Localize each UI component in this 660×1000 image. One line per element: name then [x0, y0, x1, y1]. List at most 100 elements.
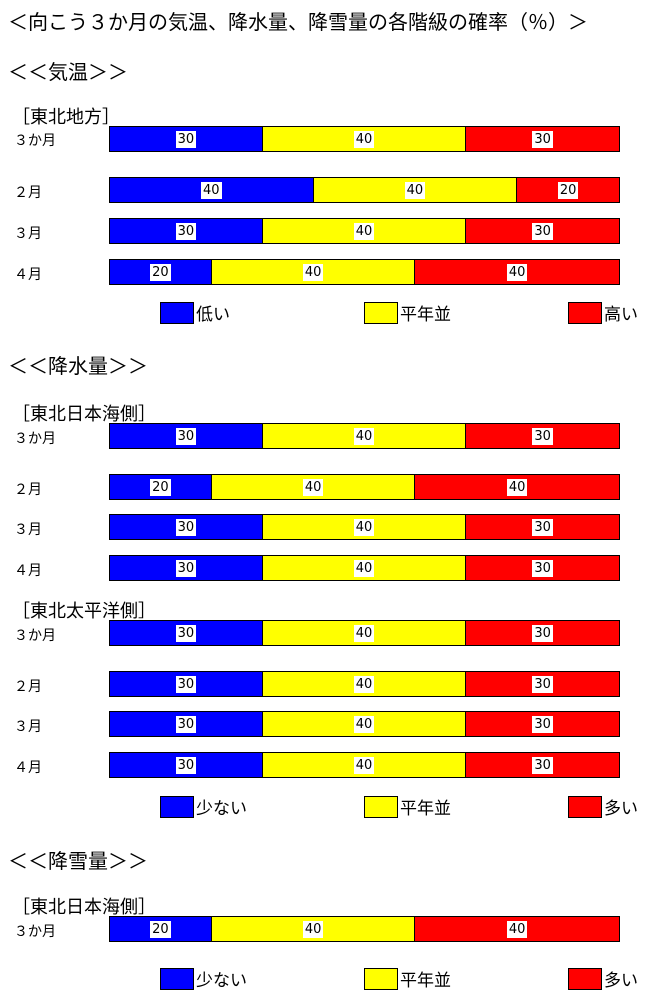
segment-high: 30 [466, 672, 619, 696]
row-label: ３か月 [14, 431, 56, 447]
segment-value-label: 30 [532, 130, 553, 148]
probability-bar: 30 40 30 [109, 752, 620, 778]
segment-value-label: 30 [175, 715, 197, 733]
segment-high: 30 [466, 424, 619, 448]
row-label: ３月 [14, 226, 42, 242]
segment-low: 20 [110, 917, 212, 941]
segment-low: 30 [110, 219, 263, 243]
region-name: ［東北太平洋側］ [12, 601, 156, 622]
probability-bar: 30 40 30 [109, 671, 620, 697]
segment-value-label: 30 [532, 756, 553, 774]
segment-value-label: 40 [302, 478, 324, 496]
legend-swatch-red [568, 967, 602, 990]
probability-bar: 30 40 30 [109, 218, 620, 244]
segment-normal: 40 [262, 672, 467, 696]
legend-swatch-yellow [364, 967, 398, 990]
region-name: ［東北地方］ [12, 107, 120, 128]
legend-item-high: 多い [568, 966, 638, 991]
region-name: ［東北日本海側］ [12, 404, 156, 425]
segment-value-label: 30 [175, 559, 197, 577]
probability-bar: 20 40 40 [109, 259, 620, 285]
segment-value-label: 40 [302, 263, 324, 281]
segment-value-label: 30 [175, 222, 197, 240]
probability-bar: 30 40 30 [109, 126, 620, 152]
segment-high: 30 [466, 515, 619, 539]
segment-value-label: 30 [175, 756, 197, 774]
segment-normal: 40 [262, 753, 467, 777]
segment-normal: 40 [211, 475, 416, 499]
legend-item-high: 高い [568, 300, 638, 325]
segment-normal: 40 [211, 917, 416, 941]
row-label: ３か月 [14, 924, 56, 940]
segment-value-label: 20 [150, 920, 171, 938]
segment-value-label: 30 [175, 518, 197, 536]
segment-high: 40 [415, 475, 619, 499]
segment-value-label: 40 [353, 756, 375, 774]
section-heading-temperature: ＜＜気温＞＞ [8, 60, 128, 84]
legend-item-low: 少ない [160, 966, 247, 991]
legend-swatch-blue [160, 301, 194, 324]
row-label: ３月 [14, 522, 42, 538]
row-label: ４月 [14, 760, 42, 776]
probability-bar: 30 40 30 [109, 555, 620, 581]
legend-label: 多い [604, 799, 638, 819]
segment-value-label: 30 [532, 518, 553, 536]
legend-label: 少ない [196, 971, 247, 991]
legend-swatch-red [568, 795, 602, 818]
page-title: ＜向こう３か月の気温、降水量、降雪量の各階級の確率（％）＞ [8, 10, 588, 34]
section-heading-snowfall: ＜＜降雪量＞＞ [8, 849, 148, 873]
legend-label: 少ない [196, 799, 247, 819]
segment-low: 30 [110, 127, 263, 151]
segment-value-label: 30 [532, 624, 553, 642]
probability-bar: 30 40 30 [109, 423, 620, 449]
row-label: ２月 [14, 482, 42, 498]
segment-high: 30 [466, 219, 619, 243]
legend-item-normal: 平年並 [364, 794, 451, 819]
legend-item-normal: 平年並 [364, 966, 451, 991]
legend-swatch-yellow [364, 301, 398, 324]
segment-normal: 40 [262, 556, 467, 580]
segment-value-label: 40 [201, 181, 222, 199]
probability-bar: 30 40 30 [109, 514, 620, 540]
region-name: ［東北日本海側］ [12, 897, 156, 918]
legend-label: 平年並 [400, 971, 451, 991]
probability-bar: 30 40 30 [109, 711, 620, 737]
segment-normal: 40 [313, 178, 518, 202]
row-label: ２月 [14, 679, 42, 695]
segment-value-label: 30 [532, 675, 553, 693]
segment-value-label: 40 [506, 263, 528, 281]
legend-item-low: 低い [160, 300, 230, 325]
segment-normal: 40 [262, 621, 467, 645]
segment-low: 30 [110, 672, 263, 696]
segment-value-label: 20 [557, 181, 579, 199]
segment-value-label: 30 [532, 559, 553, 577]
probability-bar: 20 40 40 [109, 916, 620, 942]
segment-value-label: 40 [353, 675, 375, 693]
segment-value-label: 30 [532, 715, 553, 733]
segment-high: 30 [466, 753, 619, 777]
legend-label: 低い [196, 305, 230, 325]
segment-value-label: 30 [532, 222, 553, 240]
segment-value-label: 30 [175, 624, 197, 642]
segment-low: 30 [110, 556, 263, 580]
segment-value-label: 20 [150, 263, 171, 281]
segment-value-label: 40 [302, 920, 324, 938]
segment-low: 30 [110, 753, 263, 777]
segment-high: 40 [415, 260, 619, 284]
segment-normal: 40 [211, 260, 416, 284]
probability-bar: 20 40 40 [109, 474, 620, 500]
row-label: ３か月 [14, 628, 56, 644]
segment-value-label: 40 [353, 518, 375, 536]
segment-value-label: 30 [175, 427, 197, 445]
segment-high: 30 [466, 127, 619, 151]
segment-low: 40 [110, 178, 314, 202]
segment-normal: 40 [262, 424, 467, 448]
legend-item-high: 多い [568, 794, 638, 819]
segment-value-label: 40 [353, 715, 375, 733]
row-label: ４月 [14, 267, 42, 283]
segment-value-label: 30 [175, 130, 197, 148]
legend-swatch-blue [160, 795, 194, 818]
segment-value-label: 40 [506, 920, 528, 938]
segment-value-label: 40 [353, 624, 375, 642]
segment-low: 20 [110, 475, 212, 499]
